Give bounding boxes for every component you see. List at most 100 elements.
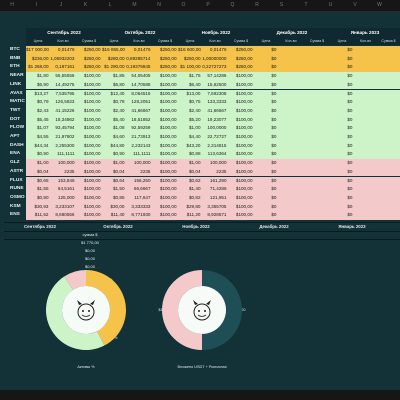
table-cell: $0,80 xyxy=(26,193,50,203)
table-cell: $0 xyxy=(330,176,354,186)
table-cell xyxy=(354,46,377,55)
table-cell xyxy=(304,202,330,212)
table-cell: $100,00 xyxy=(76,124,102,133)
table-cell: $100,00 xyxy=(76,176,102,186)
table-cell: 2,255300 xyxy=(50,141,76,151)
table-cell xyxy=(377,63,400,73)
table-cell xyxy=(377,54,400,64)
table-cell: $0 xyxy=(254,185,278,194)
table-cell: $0 xyxy=(254,167,278,177)
table-cell: $100,00 xyxy=(228,124,254,133)
table-cell: $0 xyxy=(254,54,278,64)
subheader: Сумма $ xyxy=(304,37,330,45)
table-cell: $100,00 xyxy=(152,133,178,142)
table-cell: 18,51852 xyxy=(126,115,152,125)
table-cell: 161,290 xyxy=(202,176,228,186)
table-cell xyxy=(304,167,330,177)
table-cell xyxy=(377,193,400,203)
table-row: ENA $0,90 111,1111 $100,00 $0,90 111,1111 $100… xyxy=(4,150,400,160)
table-cell: $6,40 xyxy=(178,80,202,90)
table-cell: 54,05405 xyxy=(126,72,152,81)
table-cell: $0 xyxy=(330,54,354,64)
subheader: Цена xyxy=(330,37,354,45)
month-header: Декабрь 2022 xyxy=(254,28,330,37)
table-cell: $4,40 xyxy=(178,133,202,142)
table-cell: $0,65 xyxy=(26,176,50,186)
table-cell: $0 xyxy=(330,202,354,212)
ticker-label: ENS xyxy=(10,212,20,218)
table-row: ENS $11,52 8,680556 $100,00 $11,40 8,771930 $1… xyxy=(4,211,400,220)
table-cell xyxy=(304,72,330,81)
table-cell: $29,80 xyxy=(178,202,202,212)
table-cell: $16 600,00 xyxy=(178,46,202,55)
column-letter: J xyxy=(59,2,63,8)
table-cell: $100,00 xyxy=(76,141,102,151)
table-cell: $100,00 xyxy=(228,98,254,107)
table-cell xyxy=(304,80,330,90)
subheader: Кол-во xyxy=(126,37,152,45)
table-cell: $0,78 xyxy=(102,98,126,107)
table-cell xyxy=(354,159,377,168)
table-cell: 117,647 xyxy=(126,193,152,203)
table-cell: $250,00 xyxy=(76,54,102,64)
table-cell xyxy=(354,54,377,64)
table-cell xyxy=(304,63,330,73)
subheader: Сумма $ xyxy=(152,37,178,45)
table-cell: $6,80 xyxy=(102,80,126,90)
table-cell: $2,40 xyxy=(178,106,202,116)
table-cell: $100,00 xyxy=(228,211,254,220)
table-cell: $250,00 xyxy=(228,54,254,64)
table-cell xyxy=(304,46,330,55)
table-cell: 2,232143 xyxy=(126,141,152,151)
table-cell: $12,40 xyxy=(102,89,126,99)
table-cell: $0,79 xyxy=(26,98,50,107)
table-cell xyxy=(354,115,377,125)
table-cell: 0,01476 xyxy=(50,46,76,55)
table-cell xyxy=(278,46,304,55)
table-cell: $100,00 xyxy=(228,159,254,168)
table-cell: $250,00 xyxy=(152,54,178,64)
table-row: ASTR $0,04 2235 $100,00 $0,04 2235 $100,00 $0,0… xyxy=(4,167,400,177)
table-cell: 66,6667 xyxy=(126,185,152,194)
pie-slice xyxy=(86,270,126,346)
table-cell: $11,52 xyxy=(26,211,50,220)
table-cell: $0 xyxy=(330,115,354,125)
table-cell: $0,62 xyxy=(178,176,202,186)
table-cell xyxy=(304,211,330,220)
table-cell: $100,00 xyxy=(76,185,102,194)
table-cell xyxy=(278,211,304,220)
table-cell: $0 xyxy=(330,46,354,55)
table-cell xyxy=(304,106,330,116)
ticker-label: ETH xyxy=(10,64,20,70)
table-cell: 71,4286 xyxy=(202,185,228,194)
table-cell: 111,1111 xyxy=(50,150,76,160)
table-cell: 0,89285714 xyxy=(126,54,152,64)
table-cell xyxy=(354,133,377,142)
table-cell xyxy=(278,193,304,203)
ticker-label: FLUX xyxy=(10,177,23,183)
table-cell: $1 100,00 xyxy=(178,63,202,73)
table-row: BTC $17 000,00 0,01476 $250,00 $16 855,00 0,0… xyxy=(4,46,400,55)
table-cell: 8,064516 xyxy=(126,89,152,99)
table-cell xyxy=(377,89,400,99)
column-letter: W xyxy=(377,2,382,8)
table-cell: $0 xyxy=(254,176,278,186)
table-cell xyxy=(377,159,400,168)
table-cell: $1,75 xyxy=(178,72,202,81)
table-cell: 15,62500 xyxy=(202,80,228,90)
ticker-label: ENA xyxy=(10,151,21,157)
table-cell: $100,00 xyxy=(228,72,254,81)
table-cell: 2,314815 xyxy=(202,141,228,151)
table-cell xyxy=(354,89,377,99)
table-cell: $100,00 xyxy=(152,159,178,168)
table-cell: $1,00 xyxy=(102,159,126,168)
table-cell: $0 xyxy=(254,72,278,81)
table-cell: $1,07 xyxy=(26,124,50,133)
table-cell: $43,20 xyxy=(178,141,202,151)
table-cell xyxy=(304,98,330,107)
table-cell: $0 xyxy=(254,63,278,73)
table-cell xyxy=(304,176,330,186)
ticker-label: BTC xyxy=(10,47,20,52)
table-cell: $250,00 xyxy=(76,63,102,73)
table-cell: $100,00 xyxy=(76,193,102,203)
